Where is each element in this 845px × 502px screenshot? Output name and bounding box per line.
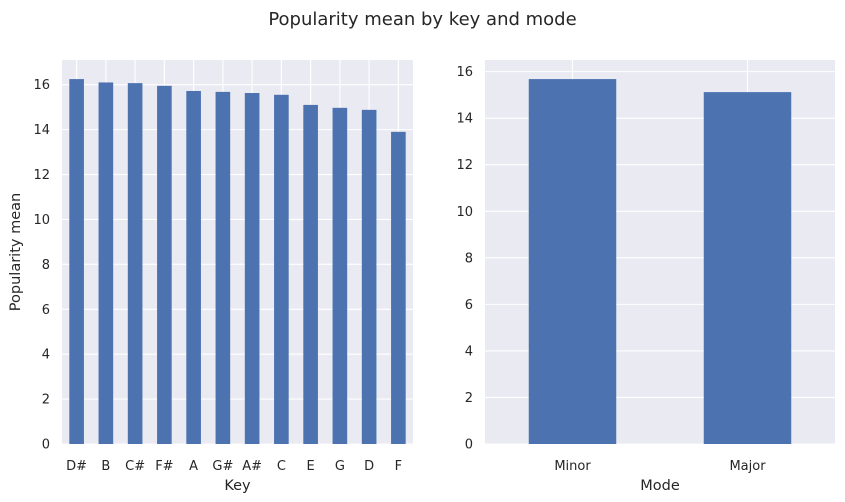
- mode-ytick-label: 14: [456, 112, 473, 127]
- mode-x-axis-label: Mode: [640, 478, 680, 494]
- mode-xtick-label: Minor: [554, 459, 591, 474]
- key-ytick-label: 14: [33, 123, 50, 138]
- key-xtick-label: F#: [155, 459, 173, 474]
- key-y-axis-label: Popularity mean: [8, 193, 24, 311]
- key-x-axis-label: Key: [224, 478, 251, 494]
- key-xtick-label: B: [101, 459, 110, 474]
- key-xtick-label: D#: [66, 459, 87, 474]
- key-xtick-label: E: [307, 459, 315, 474]
- key-bar-a: [186, 90, 201, 444]
- key-ytick-label: 4: [42, 348, 50, 363]
- key-bar-c-sharp: [127, 83, 143, 444]
- key-xtick-label: C: [277, 459, 286, 474]
- mode-ytick-label: 0: [465, 438, 473, 453]
- key-ytick-label: 6: [42, 303, 50, 318]
- key-ytick-label: 8: [42, 258, 50, 273]
- key-axes-background: [62, 60, 413, 444]
- key-bar-b: [98, 82, 114, 444]
- key-bar-f: [391, 131, 406, 444]
- key-xtick-label: C#: [125, 459, 145, 474]
- key-bar-e: [303, 104, 318, 444]
- mode-ytick-label: 12: [456, 158, 473, 173]
- key-bar-g-sharp: [215, 91, 231, 444]
- mode-ytick-label: 6: [465, 298, 473, 313]
- mode-ytick-label: 16: [456, 65, 473, 80]
- key-xtick-label: A#: [242, 459, 262, 474]
- key-bar-d: [361, 109, 377, 444]
- key-ytick-label: 12: [33, 168, 50, 183]
- figure-title: Popularity mean by key and mode: [268, 9, 576, 30]
- mode-ytick-label: 4: [465, 344, 473, 359]
- key-popularity-chart: 0 2 4 6 8 10 12 14 16 D# B C# F# A G# A# C E G D F Key Popular…: [8, 60, 413, 494]
- key-bar-c: [274, 94, 289, 445]
- mode-ytick-label: 8: [465, 251, 473, 266]
- key-ytick-label: 10: [33, 213, 50, 228]
- mode-ytick-label: 10: [456, 205, 473, 220]
- key-bar-d-sharp: [69, 79, 84, 445]
- key-bar-a-sharp: [244, 93, 260, 444]
- mode-popularity-chart: 0 2 4 6 8 10 12 14 16 Minor Major Mode: [456, 60, 835, 494]
- mode-bar-major: [703, 92, 792, 444]
- key-xtick-label: F: [395, 459, 402, 474]
- key-bar-g: [332, 107, 348, 445]
- key-xtick-label: A: [189, 459, 198, 474]
- key-ytick-label: 0: [42, 438, 50, 453]
- key-bar-f-sharp: [157, 85, 172, 445]
- key-xtick-label: G#: [212, 459, 233, 474]
- key-ytick-label: 2: [42, 393, 50, 408]
- key-xtick-label: D: [364, 459, 374, 474]
- mode-xtick-label: Major: [729, 459, 766, 474]
- key-ytick-label: 16: [33, 78, 50, 93]
- mode-ytick-label: 2: [465, 391, 473, 406]
- mode-bar-minor: [528, 79, 617, 445]
- key-xtick-label: G: [335, 459, 345, 474]
